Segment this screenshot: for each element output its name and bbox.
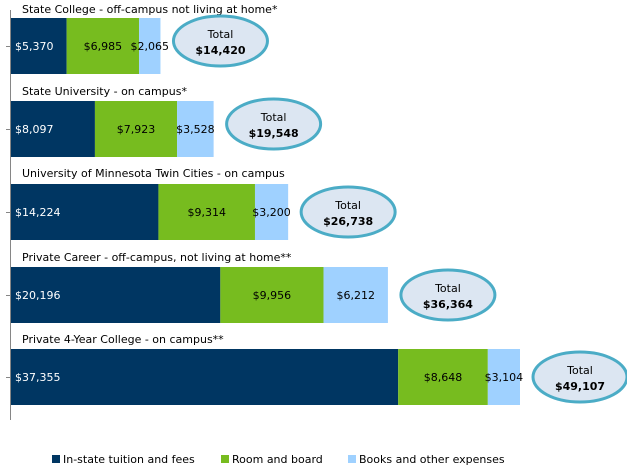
bar-segment <box>66 18 140 74</box>
data-label: $3,528 <box>176 123 215 136</box>
bar-segment <box>323 267 388 323</box>
total-label: Total <box>334 199 361 212</box>
category-label: State College - off-campus not living at… <box>22 3 278 16</box>
bar-segment <box>11 267 221 323</box>
data-label: $7,923 <box>117 123 156 136</box>
data-label: $6,212 <box>336 289 375 302</box>
bar-segment <box>11 101 95 157</box>
bar-segment <box>94 101 178 157</box>
data-label: $3,104 <box>485 371 524 384</box>
bar-segment <box>398 349 488 405</box>
data-label: $2,065 <box>131 40 170 53</box>
category-label: University of Minnesota Twin Cities - on… <box>22 167 285 180</box>
legend-swatch <box>52 455 60 463</box>
total-callout <box>171 14 269 68</box>
bar-segment <box>487 349 520 405</box>
bar-segment <box>11 349 399 405</box>
data-label: $9,956 <box>253 289 292 302</box>
legend-swatch <box>221 455 229 463</box>
data-label: $14,224 <box>15 206 61 219</box>
total-value: $19,548 <box>249 127 299 140</box>
legend-label: In-state tuition and fees <box>63 453 195 466</box>
total-callout <box>225 97 323 151</box>
data-label: $5,370 <box>15 40 54 53</box>
data-label: $8,097 <box>15 123 54 136</box>
total-value: $26,738 <box>323 215 373 228</box>
legend-label: Room and board <box>232 453 323 466</box>
legend: In-state tuition and fees Room and board B… <box>52 453 505 466</box>
bar-segment <box>11 18 67 74</box>
total-value: $49,107 <box>555 380 605 393</box>
total-label: Total <box>566 364 593 377</box>
category-label: Private 4-Year College - on campus** <box>22 333 224 346</box>
total-callout <box>531 350 627 404</box>
category-label: State University - on campus* <box>22 85 187 98</box>
data-label: $20,196 <box>15 289 61 302</box>
legend-swatch <box>348 455 356 463</box>
bar-segment <box>11 184 159 240</box>
total-callout <box>399 268 497 322</box>
legend-label: Books and other expenses <box>359 453 505 466</box>
category-label: Private Career - off-campus, not living … <box>22 251 292 264</box>
bar-segment <box>158 184 255 240</box>
total-value: $14,420 <box>195 44 245 57</box>
data-label: $6,985 <box>84 40 123 53</box>
data-label: $8,648 <box>424 371 463 384</box>
data-label: $3,200 <box>252 206 291 219</box>
bar-segment <box>139 18 161 74</box>
data-label: $37,355 <box>15 371 61 384</box>
bar-segment <box>254 184 289 240</box>
bar-segment <box>220 267 324 323</box>
total-label: Total <box>207 28 234 41</box>
bar-segment <box>177 101 214 157</box>
total-callout <box>299 185 397 239</box>
total-label: Total <box>260 111 287 124</box>
total-value: $36,364 <box>423 298 473 311</box>
data-label: $9,314 <box>187 206 226 219</box>
total-label: Total <box>434 282 461 295</box>
